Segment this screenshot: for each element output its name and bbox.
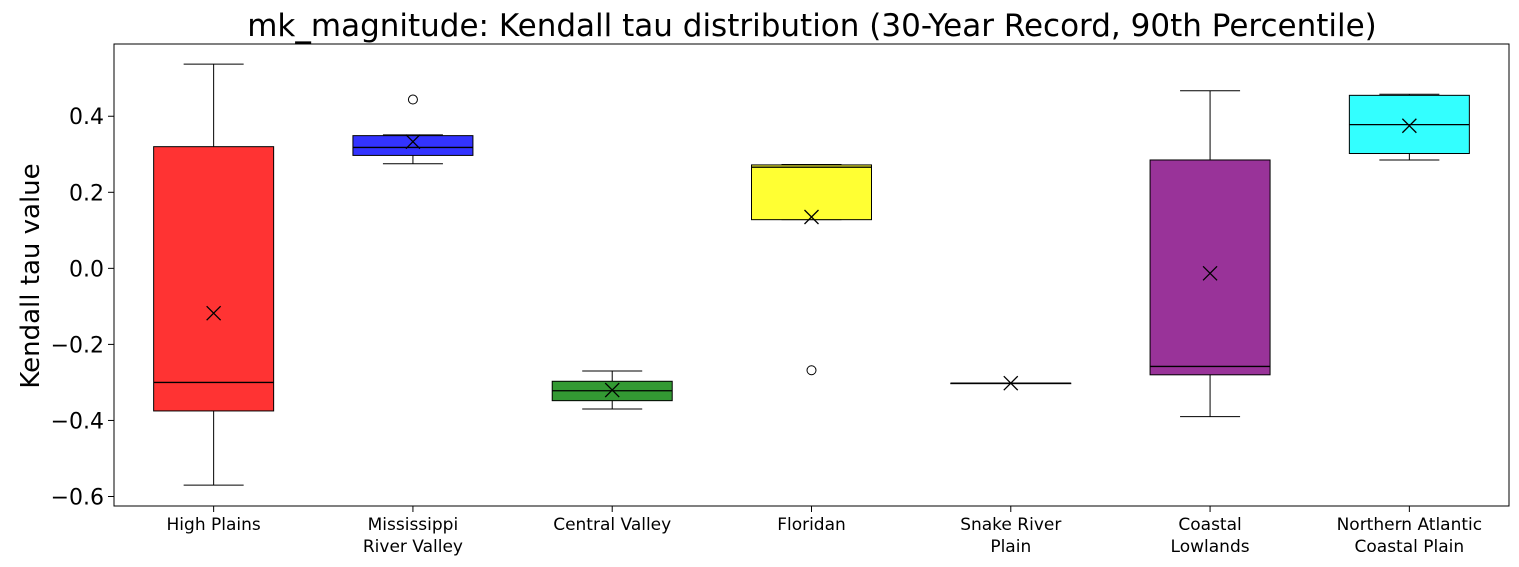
mean-marker — [804, 209, 819, 225]
y-tick-label: −0.6 — [51, 485, 104, 510]
axes-frame — [113, 43, 1510, 507]
x-tick-label: High Plains — [167, 515, 261, 535]
y-tick-label: −0.2 — [51, 333, 104, 358]
chart-title: mk_magnitude: Kendall tau distribution (… — [247, 8, 1377, 44]
x-tick-label: Floridan — [777, 515, 846, 535]
x-tick-label: Central Valley — [553, 515, 671, 535]
mean-marker — [1202, 265, 1218, 281]
mean-marker — [604, 382, 620, 398]
x-tick-label: Mississippi River Valley — [363, 515, 463, 557]
outlier-point — [407, 94, 418, 105]
x-tick-label: Snake River Plain — [960, 515, 1061, 557]
mean-marker — [1003, 375, 1019, 391]
box — [751, 164, 872, 221]
y-tick-label: 0.2 — [69, 181, 104, 206]
box — [352, 135, 474, 156]
x-tick-label: Coastal Lowlands — [1171, 515, 1250, 557]
plot-area: −0.6 −0.4 −0.2 0.0 0.2 0.4 High Plains Mississi… — [51, 43, 1510, 557]
y-tick-label: 0.4 — [69, 105, 104, 130]
mean-marker — [1401, 118, 1417, 134]
mean-marker — [206, 305, 222, 321]
box — [153, 146, 275, 412]
x-tick-label: Northern Atlantic Coastal Plain — [1337, 515, 1483, 557]
y-axis-label: Kendall tau value — [16, 163, 46, 388]
mean-marker — [405, 134, 421, 150]
outlier-point — [806, 365, 817, 376]
y-tick-label: −0.4 — [51, 409, 104, 434]
box — [1149, 159, 1271, 376]
y-tick-label: 0.0 — [69, 257, 104, 282]
